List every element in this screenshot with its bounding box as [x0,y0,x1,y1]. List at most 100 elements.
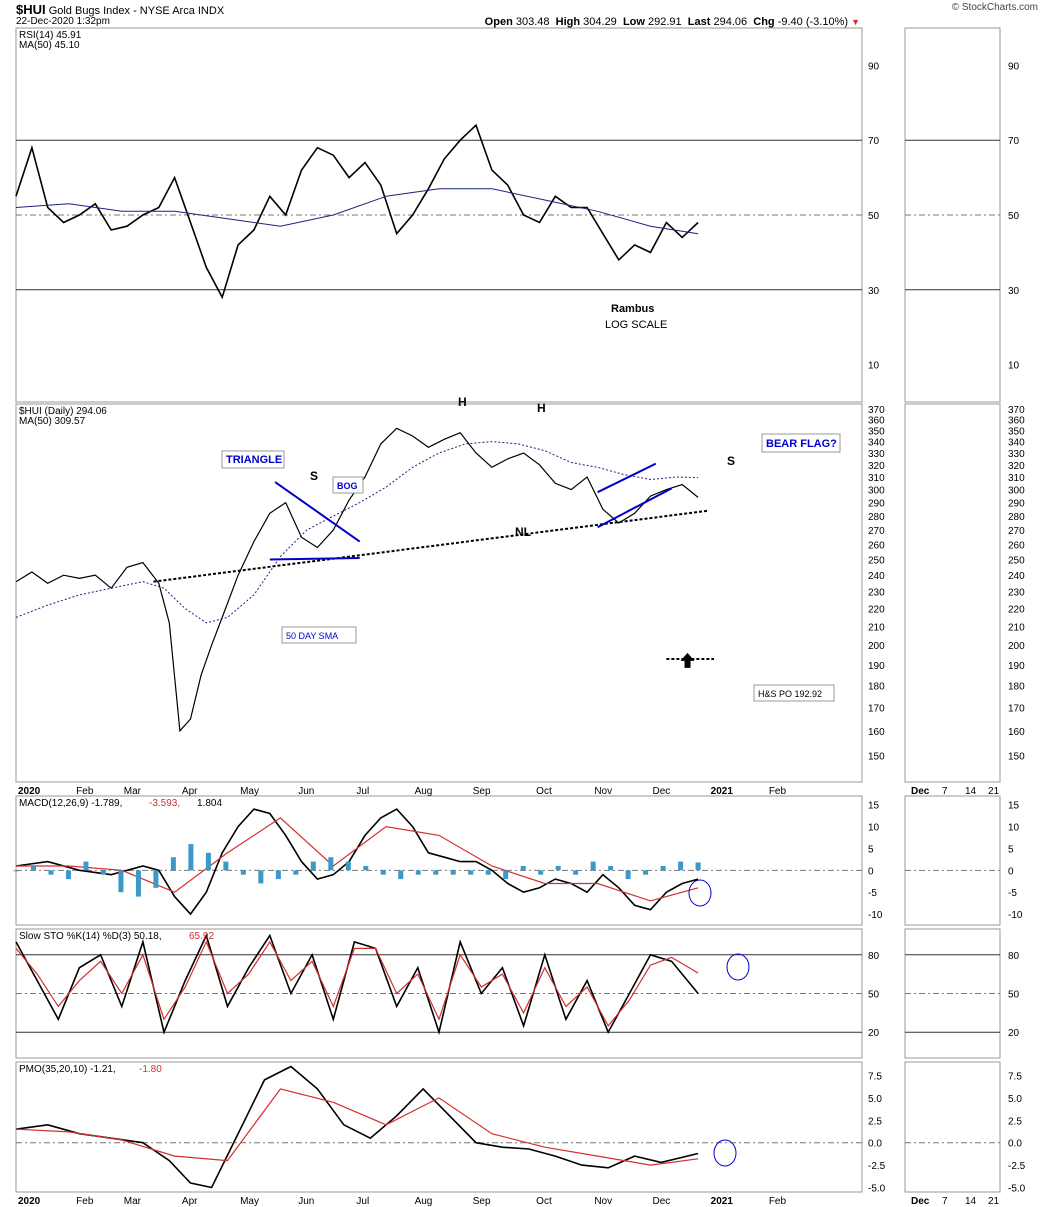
side-y-tick-label: -5.0 [1008,1184,1026,1195]
y-tick-label: 350 [868,426,885,437]
y-tick-label: 320 [868,461,885,472]
macd_panel-legend-2: 1.804 [197,798,222,809]
macd-histogram-bar [433,870,439,875]
pmo_panel-frame [15,1061,863,1193]
macd-histogram-bar [398,870,404,880]
y-tick-label: 150 [868,752,885,763]
stochastic_panel-series-1 [15,940,699,1027]
macd_panel-legend-0: MACD(12,26,9) -1.789, [19,798,122,809]
side-y-tick-label: -10 [1008,910,1023,921]
side-y-tick-label: 170 [1008,704,1025,715]
x-axis-label: Oct [536,1196,552,1207]
left-shoulder-label: S [310,469,318,483]
price_panel-legend-1: MA(50) 309.57 [19,416,86,427]
stochastic_panel-legend-1: 65.92 [189,931,214,942]
x-axis-label: Aug [415,1196,433,1207]
y-tick-label: 50 [868,211,880,222]
x-axis-label: Mar [124,1196,142,1207]
macd-histogram-bar [275,870,281,880]
macd-histogram-bar [170,857,176,871]
low-value: 292.91 [648,16,682,28]
macd-histogram-bar [625,870,631,880]
quote-bar: Open 303.48 High 304.29 Low 292.91 Last … [485,16,860,28]
side-x-axis-label: 21 [988,1196,1000,1207]
side-y-tick-label: 10 [1008,361,1020,372]
high-value: 304.29 [583,16,617,28]
bear-flag-upper-line [597,462,657,494]
macd-histogram-bar [520,865,526,871]
side-y-tick-label: 290 [1008,499,1025,510]
chart-date: 22-Dec-2020 1:32pm [16,16,110,27]
open-label: Open [484,16,513,28]
side-y-tick-label: 10 [1008,823,1020,834]
macd-histogram-bar [695,862,701,871]
macd-histogram-bar [48,870,54,875]
side-y-tick-label: 0 [1008,866,1014,877]
y-tick-label: 160 [868,727,885,738]
sma-label-text: 50 DAY SMA [286,631,338,641]
triangle-label-text: TRIANGLE [226,454,282,466]
side-y-tick-label: 250 [1008,556,1025,567]
y-tick-label: 220 [868,605,885,616]
macd-histogram-bar [468,870,474,875]
macd-histogram-bar [538,870,544,875]
index-name: Gold Bugs Index - NYSE Arca INDX [48,5,225,17]
stochastic_panel-legend-0: Slow STO %K(14) %D(3) 50.18, [19,931,162,942]
macd_panel-frame [15,795,863,926]
rsi_panel-legend-0: RSI(14) 45.91 [19,30,82,41]
x-axis-label: Feb [76,1196,94,1207]
side-y-tick-label: 160 [1008,727,1025,738]
price_panel-side-frame [904,403,1001,783]
macd-histogram-bar [223,861,229,871]
y-tick-label: 290 [868,499,885,510]
chg-label: Chg [753,16,775,28]
macd-histogram-bar [293,870,299,875]
x-axis-label: Feb [769,1196,787,1207]
chg-value: -9.40 (-3.10%) [777,16,849,28]
side-y-tick-label: 15 [1008,801,1020,812]
bear-flag-lower-line [597,487,673,529]
y-tick-label: 5 [868,844,874,855]
y-tick-label: 30 [868,286,880,297]
side-y-tick-label: 190 [1008,661,1025,672]
macd-histogram-bar [485,870,491,875]
bog-label-box [332,476,364,494]
side-y-tick-label: 150 [1008,752,1025,763]
y-tick-label: 0.0 [868,1139,882,1150]
side-y-tick-label: 310 [1008,473,1025,484]
y-tick-label: 250 [868,556,885,567]
macd-histogram-bar [660,865,666,871]
macd-histogram-bar [30,865,36,871]
macd-histogram-bar [65,870,71,880]
neckline [153,509,709,583]
y-tick-label: 7.5 [868,1071,882,1082]
y-tick-label: 10 [868,361,880,372]
high-label: High [555,16,581,28]
y-tick-label: -2.5 [868,1161,886,1172]
x-axis-label: Dec [653,1196,671,1207]
y-tick-label: 230 [868,588,885,599]
symbol: $HUI [16,2,46,17]
y-tick-label: 2.5 [868,1116,882,1127]
macd_panel-side-frame [904,795,1001,926]
side-y-tick-label: 0.0 [1008,1139,1022,1150]
x-axis-label: Jul [356,786,369,797]
rsi_panel-series-1 [15,188,699,235]
y-tick-label: 20 [868,1028,880,1039]
low-label: Low [622,16,645,28]
side-y-tick-label: 270 [1008,526,1025,537]
head-label-2: H [537,401,546,415]
price_panel-frame [15,403,863,783]
macd-histogram-bar [135,870,141,897]
macd-histogram-bar [608,865,614,871]
x-axis-label: May [240,786,259,797]
side-x-axis-label: Dec [911,1196,930,1207]
side-x-axis-label: 21 [988,786,1000,797]
triangle-label-box [221,450,285,469]
down-arrow-icon: ▼ [851,17,860,27]
macd-histogram-bar [503,870,509,880]
side-y-tick-label: 280 [1008,512,1025,523]
macd-histogram-bar [188,844,194,871]
side-y-tick-label: 5 [1008,844,1014,855]
